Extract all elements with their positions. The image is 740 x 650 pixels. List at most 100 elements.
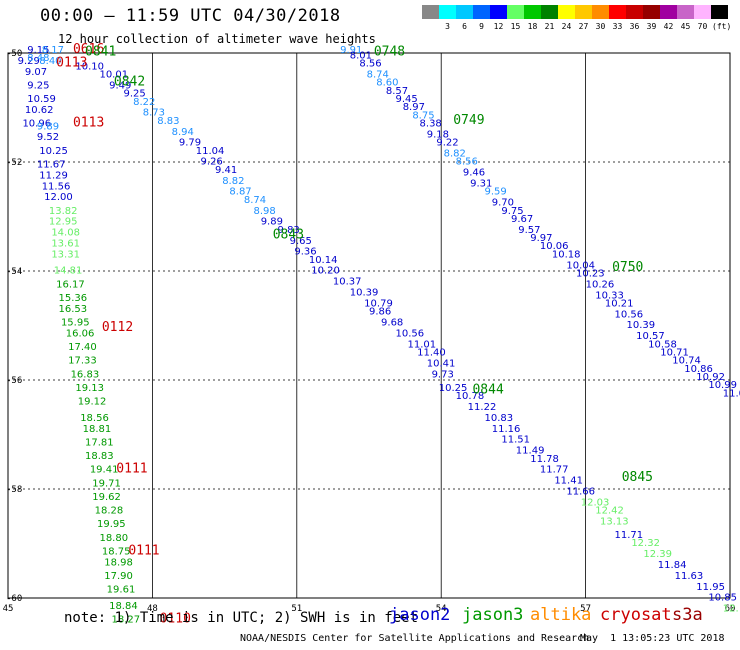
legend-bin: 3 — [439, 5, 456, 31]
legend-bin: 24 — [558, 5, 575, 31]
legend-bin: 12 — [490, 5, 507, 31]
page-title: 00:00 – 11:59 UTC 04/30/2018 — [40, 6, 341, 26]
legend-bin: 33 — [609, 5, 626, 31]
wave-height-value: 11.84 — [658, 560, 687, 571]
wave-height-value: 8.87 — [229, 187, 251, 198]
legend-label: 27 — [578, 22, 589, 31]
wave-height-value: 9.29 — [18, 56, 40, 67]
x-tick-label: 54 — [436, 604, 447, 614]
wave-height-value: 9.75 — [501, 206, 523, 217]
legend-label: 45 — [680, 22, 691, 31]
legend-bin: 21 — [541, 5, 558, 31]
wave-height-value: 10.25 — [439, 383, 468, 394]
wave-height-value: 9.18 — [427, 129, 449, 140]
wave-height-value: 18.98 — [104, 557, 133, 568]
legend-label: 70 — [697, 22, 708, 31]
legend-unit: (ft) — [712, 22, 732, 31]
legend-bin — [711, 5, 728, 31]
x-tick-label: 60 — [725, 604, 736, 614]
wave-height-value: 18.75 — [102, 546, 131, 557]
wave-height-value: 11.01 — [408, 339, 437, 350]
wave-height-value: 10.26 — [586, 279, 615, 290]
wave-height-value: 17.90 — [104, 571, 133, 582]
legend-swatch — [575, 5, 592, 19]
wave-height-value: 17.40 — [68, 342, 97, 353]
y-tick-label: -52 — [6, 158, 22, 168]
wave-height-value: 10.59 — [27, 94, 56, 105]
wave-height-value: 8.38 — [420, 119, 442, 130]
wave-height-value: 10.18 — [552, 249, 581, 260]
wave-height-value: 10.21 — [605, 298, 634, 309]
wave-height-value: 9.89 — [37, 121, 59, 132]
wave-height-value: 18.28 — [95, 506, 124, 517]
wave-height-value: 8.40 — [39, 56, 61, 67]
pass-time-label: 0841 — [85, 45, 116, 60]
legend-label: 36 — [629, 22, 640, 31]
legend-swatch — [490, 5, 507, 19]
y-tick-label: -56 — [6, 376, 22, 386]
wave-height-value: 10.79 — [364, 298, 393, 309]
wave-height-value: 10.06 — [540, 241, 569, 252]
wave-height-value: 10.78 — [456, 391, 485, 402]
legend-swatch — [711, 5, 728, 19]
wave-height-value: 19.12 — [78, 397, 107, 408]
wave-height-value: 9.73 — [432, 369, 454, 380]
wave-height-value: 11.71 — [614, 530, 643, 541]
legend-swatch — [694, 5, 711, 19]
legend-swatch — [558, 5, 575, 19]
wave-height-value: 10.56 — [614, 309, 643, 320]
wave-height-value: 8.82 — [444, 149, 466, 160]
wave-height-value: 12.00 — [44, 192, 73, 203]
generation-timestamp: May 1 13:05:23 UTC 2018 — [580, 633, 725, 644]
wave-height-value: 8.56 — [359, 59, 381, 70]
wave-height-value: 9.68 — [381, 318, 403, 329]
wave-height-value: 18.27 — [111, 615, 140, 626]
wave-height-value: 11.16 — [492, 424, 521, 435]
pass-time-label: 0111 — [128, 543, 159, 558]
legend-swatch — [507, 5, 524, 19]
legend-label: 24 — [561, 22, 572, 31]
pass-time-label: 0111 — [116, 462, 147, 477]
wave-height-value: 15.95 — [61, 318, 90, 329]
wave-height-value: 11.04 — [196, 146, 225, 157]
wave-height-value: 11.49 — [516, 446, 545, 457]
legend-bin — [422, 5, 439, 31]
legend-swatch — [643, 5, 660, 19]
legend-label: 39 — [646, 22, 657, 31]
wave-height-value: 9.45 — [395, 94, 417, 105]
wave-height-value: 11.29 — [39, 170, 68, 181]
wave-height-value: 10.39 — [627, 320, 656, 331]
legend-bin: 30 — [592, 5, 609, 31]
wave-height-value: 11.67 — [37, 159, 66, 170]
legend-swatch — [456, 5, 473, 19]
wave-height-value: 10.99 — [708, 380, 737, 391]
wave-height-value: 8.82 — [222, 176, 244, 187]
legend-label: 15 — [510, 22, 521, 31]
pass-time-label: 0113 — [73, 116, 104, 131]
wave-height-value: 11.40 — [417, 347, 446, 358]
wave-height-value: 8.94 — [172, 127, 194, 138]
wave-height-value: 9.67 — [511, 214, 533, 225]
wave-height-value: 8.74 — [244, 195, 266, 206]
wave-height-value: 9.91 — [340, 45, 362, 56]
wave-height-value: 10.71 — [660, 347, 689, 358]
wave-height-value: 8.17 — [42, 45, 64, 56]
satellite-label: jason2 — [389, 605, 451, 625]
wave-height-value: 11.51 — [501, 435, 530, 446]
pass-time-label: 0749 — [453, 113, 484, 128]
wave-height-value: 8.22 — [133, 97, 155, 108]
pass-time-label: 0843 — [273, 227, 304, 242]
wave-height-value: 9.15 — [27, 45, 49, 56]
legend-swatch — [660, 5, 677, 19]
wave-height-value: 19.41 — [90, 465, 119, 476]
legend-label: 33 — [612, 22, 623, 31]
map-frame — [7, 52, 731, 599]
wave-height-value: 10.58 — [648, 339, 677, 350]
wave-height-value: 10.41 — [427, 358, 456, 369]
wave-height-value: 13.31 — [51, 249, 80, 260]
wave-height-value: 9.70 — [492, 198, 514, 209]
wave-height-value: 8.56 — [456, 157, 478, 168]
wave-height-value: 13.61 — [51, 238, 80, 249]
x-tick-label: 45 — [3, 604, 14, 614]
